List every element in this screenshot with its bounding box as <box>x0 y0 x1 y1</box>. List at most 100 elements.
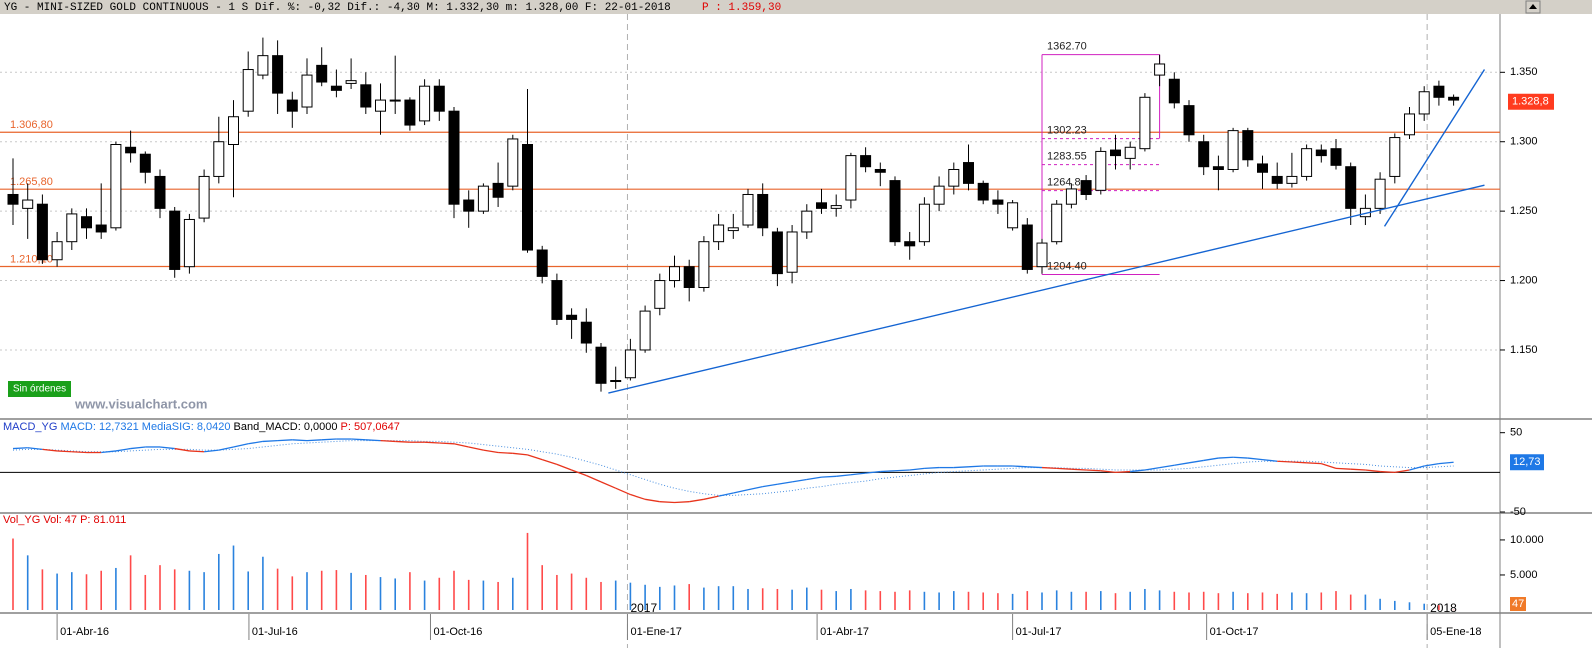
candle-body <box>448 110 460 205</box>
volume-bar <box>1144 588 1146 610</box>
macd-segment <box>836 474 851 477</box>
macd-segment <box>1350 468 1366 471</box>
volume-bar <box>85 574 88 610</box>
status-badge[interactable] <box>8 381 71 397</box>
macd-segment <box>674 501 690 504</box>
candle-body <box>992 199 1004 205</box>
volume-bar <box>776 588 779 610</box>
volume-bar <box>732 586 735 610</box>
volume-bar <box>276 568 279 610</box>
y-tick-label: 1.350 <box>1510 66 1538 78</box>
y-tick-label: 50 <box>1510 427 1522 439</box>
candle-body <box>272 55 284 94</box>
macd-segment <box>924 466 940 470</box>
volume-bar <box>747 588 749 610</box>
candle-body <box>1007 202 1019 229</box>
volume-bar <box>379 577 382 610</box>
macd-segment <box>747 485 763 491</box>
macd-segment <box>644 498 660 503</box>
volume-bar <box>1100 591 1102 610</box>
macd-segment <box>1027 466 1043 469</box>
volume-bar <box>320 570 323 610</box>
volume-bar <box>1261 592 1264 610</box>
macd-segment <box>365 439 381 442</box>
candle-body <box>977 182 989 201</box>
volume-bar <box>1114 593 1117 610</box>
volume-bar <box>100 570 102 610</box>
y-tick-label: -50 <box>1510 506 1526 518</box>
volume-tag-label: 47 <box>1512 598 1524 610</box>
candle-body <box>889 180 901 243</box>
macd-segment <box>556 463 572 471</box>
macd-segment <box>1438 461 1454 465</box>
candle-body <box>948 168 960 187</box>
candle-body <box>301 74 313 108</box>
volume-bar <box>585 577 588 610</box>
macd-segment <box>12 447 28 450</box>
macd-segment <box>512 452 528 456</box>
candle-body <box>536 249 548 277</box>
volume-bar <box>423 580 426 610</box>
volume-bar <box>938 592 940 610</box>
macd-segment <box>1247 457 1263 461</box>
candle-body <box>51 241 63 261</box>
candle-body <box>463 199 475 212</box>
volume-bar <box>1335 591 1337 610</box>
macd-segment <box>909 467 925 471</box>
volume-bar <box>850 588 852 610</box>
macd-segment <box>57 450 72 453</box>
macd-segment <box>468 446 484 451</box>
candle-body <box>860 155 872 168</box>
fib-label: 1302.23 <box>1047 125 1087 137</box>
macd-segment <box>880 470 896 473</box>
volume-bar <box>71 572 73 610</box>
volume-bar <box>791 589 793 610</box>
macd-segment <box>306 439 322 442</box>
macd-segment <box>821 475 837 478</box>
macd-segment <box>1277 460 1292 463</box>
candle-body <box>419 85 431 122</box>
volume-bar <box>453 570 455 610</box>
volume-bar <box>409 572 411 610</box>
volume-bar <box>335 570 338 610</box>
macd-segment <box>42 448 58 452</box>
volume-bar <box>262 556 264 610</box>
volume-bar <box>1158 590 1161 610</box>
macd-segment <box>1233 456 1248 459</box>
fib-label: 1204.40 <box>1047 260 1087 272</box>
macd-segment <box>380 439 396 443</box>
macd-segment <box>1086 469 1101 472</box>
candle-body <box>1198 141 1210 168</box>
macd-segment <box>733 489 749 494</box>
candle-body <box>727 227 739 232</box>
macd-segment <box>351 438 366 441</box>
candle-body <box>242 69 254 112</box>
candle-body <box>551 280 563 320</box>
macd-header-item: P: 507,0647 <box>341 421 400 433</box>
candle-body <box>1095 150 1107 191</box>
y-tick-label: 5.000 <box>1510 569 1538 581</box>
macd-segment <box>1380 470 1395 473</box>
candle-body <box>757 193 769 229</box>
macd-segment <box>1394 469 1410 473</box>
volume-bar <box>41 569 44 610</box>
volume-bar <box>1070 591 1073 610</box>
trendline <box>608 184 1485 394</box>
candle-body <box>845 155 857 201</box>
candle-body <box>7 193 19 205</box>
macd-segment <box>541 459 558 466</box>
candle-body <box>933 185 945 205</box>
candle-body <box>1036 242 1048 268</box>
macd-segment <box>1130 469 1145 473</box>
volume-bar <box>600 581 602 610</box>
macd-segment <box>850 472 866 476</box>
volume-bar <box>1438 605 1440 610</box>
macd-segment <box>1188 459 1204 464</box>
macd-header-item: Band_MACD: 0,0000 <box>234 421 338 433</box>
separator <box>0 512 1592 514</box>
x-tick-label: 01-Oct-16 <box>433 626 482 638</box>
candle-body <box>1124 146 1136 159</box>
volume-tag <box>1510 597 1526 611</box>
volume-bar <box>923 591 926 610</box>
candle-body <box>139 153 151 173</box>
